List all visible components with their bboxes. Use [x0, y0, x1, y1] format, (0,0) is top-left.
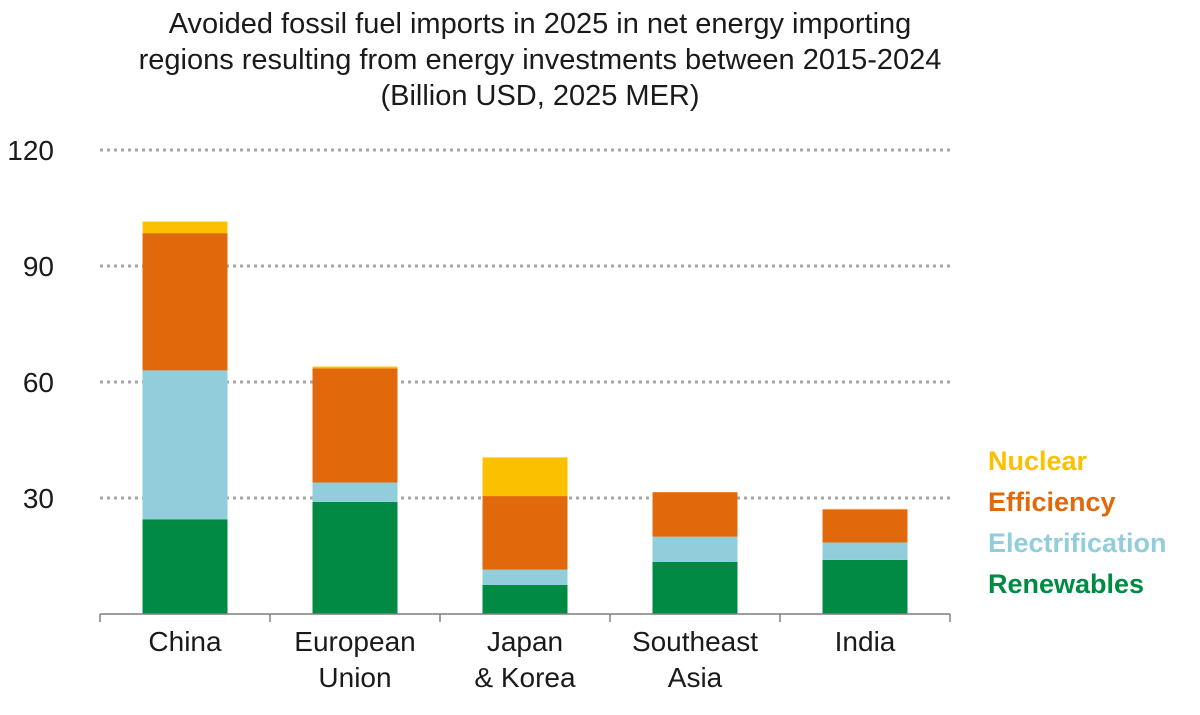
bar-nuclear-4 [822, 508, 908, 510]
x-tick-label: & Korea [474, 662, 576, 693]
x-tick-label: Union [318, 662, 391, 693]
legend-electrification: Electrification [988, 528, 1167, 558]
bar-electrification-3 [652, 536, 738, 562]
bar-efficiency-1 [312, 368, 398, 483]
bar-efficiency-0 [142, 233, 228, 371]
bar-efficiency-2 [482, 496, 568, 570]
bar-renewables-2 [482, 585, 568, 614]
bar-electrification-1 [312, 482, 398, 502]
bar-nuclear-1 [312, 366, 398, 369]
y-tick-label: 30 [23, 483, 54, 514]
bar-renewables-0 [142, 519, 228, 614]
x-tick-label: European [294, 626, 415, 657]
bar-electrification-0 [142, 370, 228, 520]
x-tick-label: Asia [668, 662, 723, 693]
bar-nuclear-0 [142, 221, 228, 234]
chart-title-line-3: (Billion USD, 2025 MER) [380, 80, 700, 112]
x-tick-label: Japan [487, 626, 563, 657]
legend-nuclear: Nuclear [988, 446, 1088, 476]
y-tick-label: 120 [7, 135, 54, 166]
x-tick-label: India [835, 626, 896, 657]
bar-renewables-3 [652, 561, 738, 614]
bar-electrification-2 [482, 569, 568, 585]
x-tick-label: Southeast [632, 626, 758, 657]
chart-title-line-2: regions resulting from energy investment… [138, 44, 942, 76]
chart-title: Avoided fossil fuel imports in 2025 in n… [40, 6, 1040, 114]
bar-renewables-1 [312, 501, 398, 614]
y-tick-label: 90 [23, 251, 54, 282]
bar-nuclear-2 [482, 457, 568, 497]
y-tick-label: 60 [23, 367, 54, 398]
x-tick-label: China [148, 626, 222, 657]
bar-electrification-4 [822, 542, 908, 560]
legend-efficiency: Efficiency [988, 487, 1116, 517]
chart-title-line-1: Avoided fossil fuel imports in 2025 in n… [168, 8, 912, 40]
bar-efficiency-4 [822, 509, 908, 543]
legend-renewables: Renewables [988, 569, 1144, 599]
bar-renewables-4 [822, 559, 908, 614]
bar-efficiency-3 [652, 492, 738, 537]
